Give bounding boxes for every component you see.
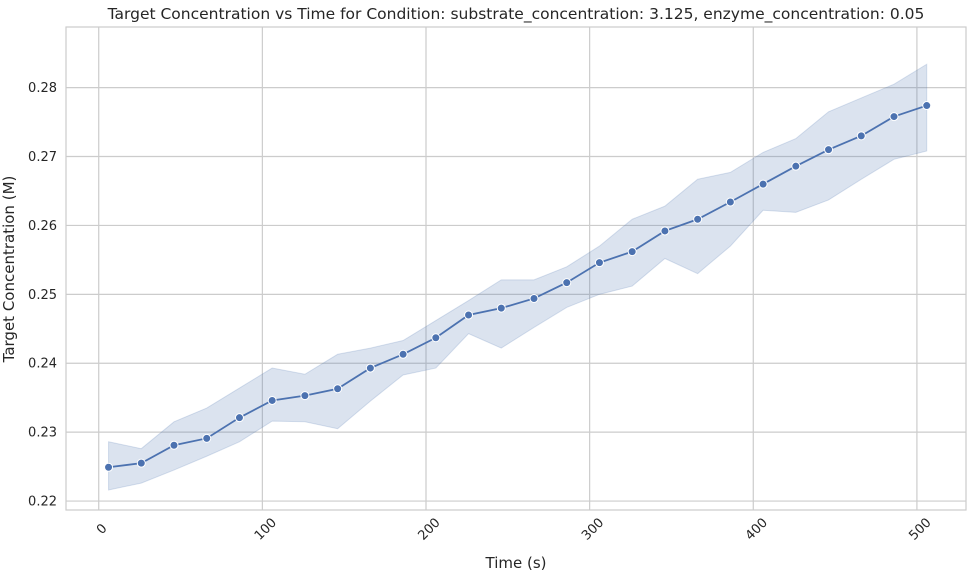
data-point [562,278,572,288]
data-point [889,112,899,122]
y-tick-label: 0.27 [28,150,57,165]
confidence-band-layer [108,63,928,491]
y-tick-labels: 0.22 0.23 0.24 0.25 0.26 0.27 0.28 [28,81,57,509]
y-tick-label: 0.22 [28,495,57,510]
x-tick-label: 200 [415,515,443,543]
x-tick-label: 300 [579,515,607,543]
data-point [496,303,506,313]
data-point [594,258,604,268]
data-point [169,440,179,450]
data-point [725,197,735,207]
points-layer [104,101,932,472]
plot-frame [65,26,967,511]
chart-title: Target Concentration vs Time for Conditi… [107,5,925,24]
line-layer [108,104,928,469]
y-axis-label: Target Concentration (M) [0,176,18,364]
series-line [108,104,928,469]
y-tick-label: 0.23 [28,426,57,441]
data-point [627,247,637,257]
data-point [856,131,866,141]
y-tick-label: 0.24 [28,357,57,372]
data-point [104,462,114,472]
data-point [922,101,932,111]
data-point [431,333,441,343]
data-point [758,179,768,189]
data-point [824,145,834,155]
y-tick-label: 0.28 [28,81,57,96]
data-point [365,363,375,373]
data-point [791,161,801,171]
data-point [267,395,277,405]
data-point [529,293,539,303]
x-tick-label: 400 [743,515,771,543]
y-tick-label: 0.26 [28,219,57,234]
x-tick-label: 100 [252,515,280,543]
data-point [333,384,343,394]
x-tick-label: 500 [906,515,934,543]
confidence-band [108,63,928,491]
grid [66,27,966,510]
x-axis-label: Time (s) [485,554,547,572]
data-point [202,433,212,443]
y-tick-label: 0.25 [28,288,57,303]
x-tick-labels: 0 100 200 300 400 500 [94,515,934,543]
data-point [464,310,474,320]
data-point [300,391,310,401]
data-point [398,349,408,359]
data-point [660,226,670,236]
x-tick-label: 0 [94,521,110,537]
data-point [234,413,244,423]
data-point [693,214,703,224]
data-point [136,458,146,468]
